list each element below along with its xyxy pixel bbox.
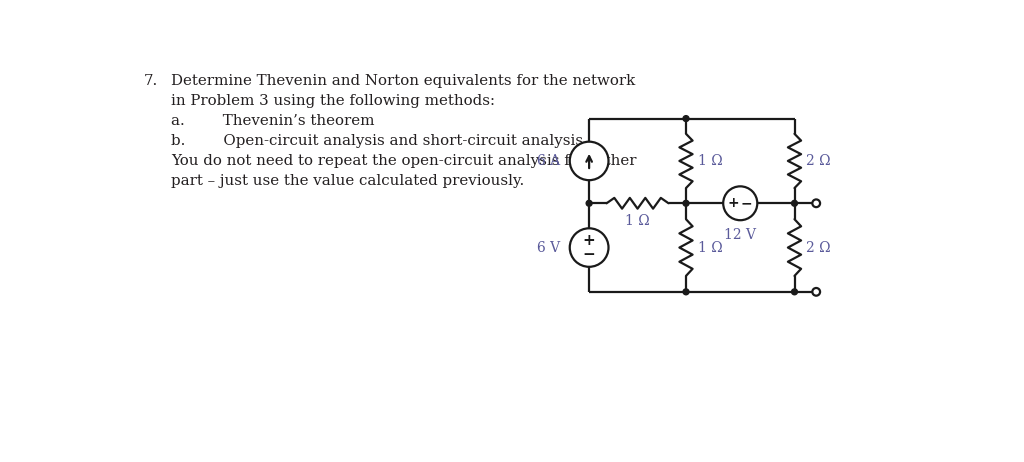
Text: 12 V: 12 V [724, 228, 757, 242]
Circle shape [586, 201, 592, 206]
Text: b.        Open-circuit analysis and short-circuit analysis.: b. Open-circuit analysis and short-circu… [171, 134, 588, 148]
Circle shape [569, 142, 608, 180]
Circle shape [792, 201, 798, 206]
Text: part – just use the value calculated previously.: part – just use the value calculated pre… [171, 174, 524, 188]
Text: 2 Ω: 2 Ω [806, 154, 830, 168]
Circle shape [812, 288, 820, 296]
Circle shape [569, 228, 608, 267]
Circle shape [683, 289, 689, 295]
Text: 6 A: 6 A [538, 154, 560, 168]
Text: 1 Ω: 1 Ω [697, 241, 722, 255]
Text: −: − [583, 247, 596, 262]
Text: −: − [741, 196, 753, 210]
Text: You do not need to repeat the open-circuit analysis for either: You do not need to repeat the open-circu… [171, 154, 637, 168]
Circle shape [723, 186, 758, 220]
Circle shape [792, 289, 798, 295]
Text: Determine Thevenin and Norton equivalents for the network: Determine Thevenin and Norton equivalent… [171, 74, 636, 88]
Text: 7.: 7. [143, 74, 158, 88]
Text: 1 Ω: 1 Ω [626, 214, 650, 228]
Text: 6 V: 6 V [538, 241, 560, 255]
Text: in Problem 3 using the following methods:: in Problem 3 using the following methods… [171, 94, 496, 108]
Circle shape [683, 201, 689, 206]
Text: +: + [728, 196, 739, 210]
Text: 1 Ω: 1 Ω [697, 154, 722, 168]
Text: +: + [583, 233, 596, 248]
Circle shape [683, 116, 689, 122]
Text: a.        Thevenin’s theorem: a. Thevenin’s theorem [171, 114, 375, 128]
Text: 2 Ω: 2 Ω [806, 241, 830, 255]
Circle shape [812, 200, 820, 207]
